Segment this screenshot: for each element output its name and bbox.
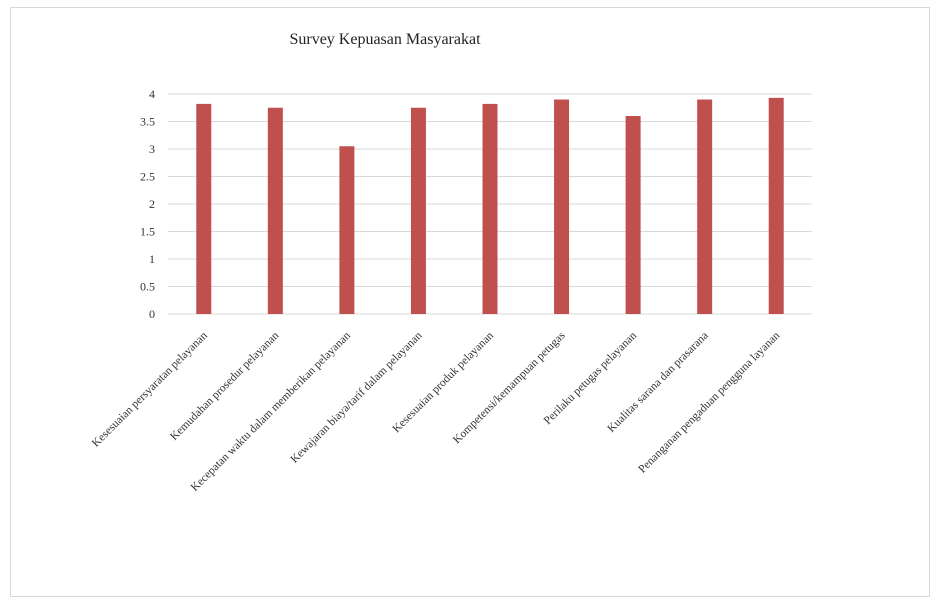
x-tick-label: Penanganan pengaduan pengguna layanan xyxy=(636,329,782,475)
bar xyxy=(554,99,570,314)
bar xyxy=(267,107,283,314)
bar xyxy=(697,99,713,314)
y-tick-label: 4 xyxy=(149,87,155,101)
chart-title: Survey Kepuasan Masyarakat xyxy=(289,31,481,48)
bar xyxy=(196,103,212,315)
y-tick-label: 3.5 xyxy=(140,115,155,129)
x-tick-label: Kecepatan waktu dalam memberikan pelayan… xyxy=(189,329,353,493)
bar xyxy=(339,146,355,314)
x-tick-label: Kompetensi/kemampuan petugas xyxy=(451,329,568,446)
x-tick-label: Kewajaran biaya/tarif dalam pelayanan xyxy=(289,329,425,465)
y-tick-label: 0 xyxy=(149,307,155,321)
bar xyxy=(768,97,784,314)
y-tick-label: 2 xyxy=(149,197,155,211)
y-tick-label: 1 xyxy=(149,252,155,266)
y-tick-label: 0.5 xyxy=(140,280,155,294)
y-tick-label: 2.5 xyxy=(140,170,155,184)
y-tick-label: 3 xyxy=(149,142,155,156)
bar xyxy=(625,116,641,314)
bar xyxy=(482,103,498,315)
x-tick-label: Kesesuaian persyaratan pelayanan xyxy=(90,329,210,449)
bar xyxy=(410,107,426,314)
y-tick-label: 1.5 xyxy=(140,225,155,239)
